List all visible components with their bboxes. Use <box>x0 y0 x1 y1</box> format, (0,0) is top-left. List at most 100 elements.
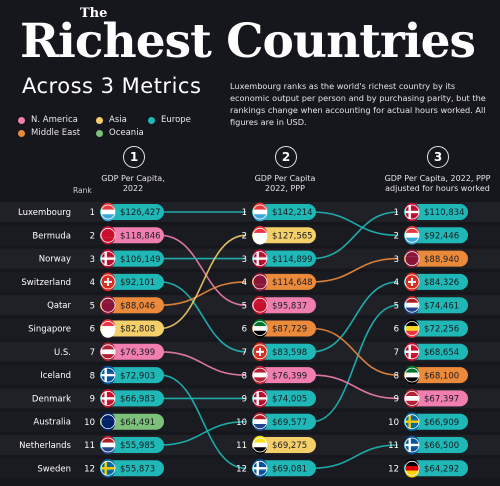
flag-ring <box>252 367 268 383</box>
flag-stripe <box>101 272 115 280</box>
flag-stripe <box>253 342 267 350</box>
flag-stripe <box>253 226 267 233</box>
flag-icon <box>252 295 268 315</box>
flag-stripe <box>253 412 267 420</box>
pill-value: $72,256 <box>424 325 459 335</box>
pill-bar <box>100 273 164 290</box>
flag-stripe <box>405 470 419 478</box>
flag-stripe <box>101 419 115 425</box>
pill-value: $114,648 <box>272 278 313 288</box>
flag-stripe <box>405 232 419 238</box>
page-title: Richest Countries <box>20 14 476 69</box>
pill-value: $76,399 <box>120 348 155 358</box>
flag-stripe <box>405 377 419 385</box>
flag-icon <box>252 272 268 292</box>
pill-value: $67,397 <box>424 395 459 405</box>
pill-bar <box>252 413 316 430</box>
legend-dot <box>96 129 103 137</box>
flag-stripe <box>253 326 267 331</box>
pill-bar <box>100 297 164 314</box>
rank-label: Rank <box>73 186 92 195</box>
flag-stripe <box>101 202 115 210</box>
flag-icon <box>252 202 268 222</box>
flag-ring <box>404 437 420 453</box>
flag-stripe <box>253 354 267 362</box>
flag-cross <box>101 467 115 470</box>
flag-stripe <box>253 424 267 431</box>
flag-icon <box>252 435 268 455</box>
pill-value: $92,446 <box>424 232 459 242</box>
connector-2-3 <box>311 374 399 400</box>
pill-value: $55,985 <box>120 441 155 451</box>
flag-icon <box>100 202 116 222</box>
value-pill: 11 $66,500 <box>388 435 468 455</box>
value-pill: 1 $110,834 <box>394 202 468 222</box>
flag-stripe <box>101 214 115 222</box>
pill-bar <box>404 320 468 337</box>
flag-stripe <box>405 237 419 245</box>
pill-value: $127,565 <box>272 232 313 242</box>
rank-number: 10 <box>236 418 247 428</box>
flag-stripe <box>101 319 115 327</box>
flag-stripe <box>405 365 419 373</box>
rank-number: 12 <box>388 465 399 475</box>
rank-number: 2 <box>242 232 247 242</box>
flag-cross <box>101 373 115 377</box>
page-subtitle: Across 3 Metrics <box>22 74 202 98</box>
flag-cross <box>405 210 419 214</box>
flag-stripe <box>101 237 115 245</box>
flag-stripe <box>405 249 419 257</box>
flag-stripe <box>253 372 267 378</box>
flag-icon <box>252 412 268 431</box>
value-pill: 2 $118,846 <box>90 226 164 245</box>
flag-ring <box>100 414 116 430</box>
flag-ring <box>100 344 116 360</box>
pill-value: $68,654 <box>424 348 459 358</box>
rank-number: 6 <box>90 325 95 335</box>
flag-ring <box>100 251 116 267</box>
column-2-number: 2 <box>275 146 297 168</box>
pill-bar <box>100 367 164 384</box>
pill-value: $66,983 <box>120 395 155 405</box>
legend-dot <box>18 129 25 137</box>
pill-bar <box>100 343 164 360</box>
rank-number: 12 <box>236 465 247 475</box>
column-1-number: 1 <box>123 146 145 168</box>
flag-cross <box>408 280 416 283</box>
flag-icon <box>404 319 420 338</box>
rank-number: 11 <box>236 441 247 451</box>
value-pill: 2 $127,565 <box>242 226 316 245</box>
value-pill: 1 $126,427 <box>90 202 164 222</box>
pill-value: $74,461 <box>424 301 459 311</box>
rank-number: 6 <box>394 325 399 335</box>
value-pill: 10 $64,491 <box>84 412 164 431</box>
legend-label: Asia <box>109 115 127 125</box>
pill-bar <box>252 343 316 360</box>
pill-value: $55,873 <box>120 465 155 475</box>
flag-ring <box>100 460 116 476</box>
flag-ring <box>252 437 268 453</box>
country-label: Luxembourg <box>18 208 71 218</box>
pill-bar <box>404 390 468 407</box>
connector-group <box>159 211 399 470</box>
value-pill: 7 $76,399 <box>90 342 164 362</box>
flag-ring <box>100 297 116 313</box>
flag-icon <box>100 412 116 431</box>
value-pill: 9 $66,983 <box>90 389 164 408</box>
flag-ring <box>252 460 268 476</box>
value-pill: 8 $72,903 <box>90 365 164 385</box>
flag-icon <box>252 365 268 385</box>
flag-stripe <box>101 295 115 303</box>
connector-2-3 <box>311 211 399 260</box>
flag-stripe <box>405 326 419 331</box>
rank-number: 6 <box>242 325 247 335</box>
pill-bar <box>404 367 468 384</box>
flag-stripe <box>405 319 419 327</box>
value-pill: 11 $55,985 <box>84 435 164 455</box>
country-label: Switzerland <box>21 278 71 288</box>
connector-1-2 <box>159 420 247 446</box>
flag-icon <box>404 342 420 362</box>
flag-ring <box>252 274 268 290</box>
value-pill: 9 $67,397 <box>394 389 468 408</box>
flag-ring <box>252 390 268 406</box>
